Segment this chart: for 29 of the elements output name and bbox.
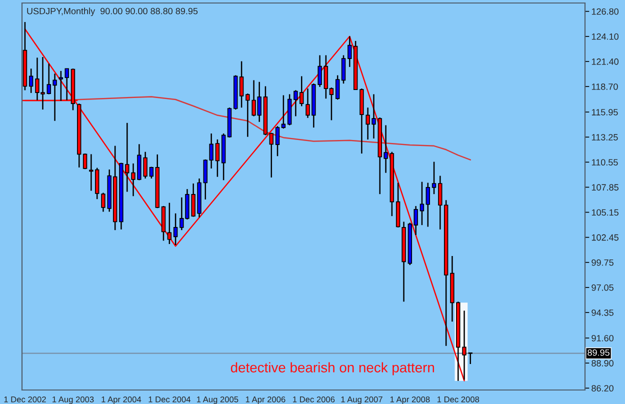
y-tick-label: 86.20 [592, 385, 614, 392]
x-tick-label: 1 Apr 2006 [246, 396, 286, 404]
x-tick-label: 1 Aug 2005 [196, 396, 238, 404]
x-tick-label: 1 Apr 2008 [390, 396, 430, 404]
y-tick-label: 99.75 [592, 259, 614, 266]
y-tick-label: 88.90 [592, 360, 614, 366]
y-tick-label: 124.10 [592, 33, 619, 40]
x-tick-label: 1 Dec 2004 [148, 396, 190, 402]
ref-line-label: 89.95 [588, 349, 610, 356]
chart-title: USDJPY,Monthly 90.00 90.00 88.80 89.95 [27, 8, 198, 16]
y-tick-label: 91.60 [592, 334, 614, 342]
y-tick-label: 97.05 [592, 284, 614, 291]
y-tick-label: 105.15 [592, 209, 618, 216]
y-tick-label: 126.80 [592, 8, 619, 15]
y-tick-label: 94.35 [592, 309, 614, 316]
x-tick-label: 1 Aug 2003 [52, 396, 94, 404]
x-tick-label: 1 Aug 2007 [341, 396, 382, 404]
y-tick-label: 115.95 [592, 109, 618, 116]
annotation: detective bearish on neck pattern [230, 362, 434, 376]
x-tick-label: 1 Dec 2006 [293, 396, 335, 402]
x-tick-label: 1 Dec 2008 [437, 396, 480, 402]
y-tick-label: 110.55 [592, 159, 618, 166]
y-tick-label: 121.40 [592, 58, 619, 65]
y-tick-label: 118.70 [592, 83, 618, 90]
x-tick-label: 1 Dec 2002 [4, 396, 46, 402]
y-tick-label: 113.25 [592, 134, 618, 140]
x-tick-label: 1 Apr 2004 [102, 396, 142, 404]
y-tick-label: 102.45 [592, 234, 618, 241]
y-tick-label: 107.85 [592, 184, 618, 191]
